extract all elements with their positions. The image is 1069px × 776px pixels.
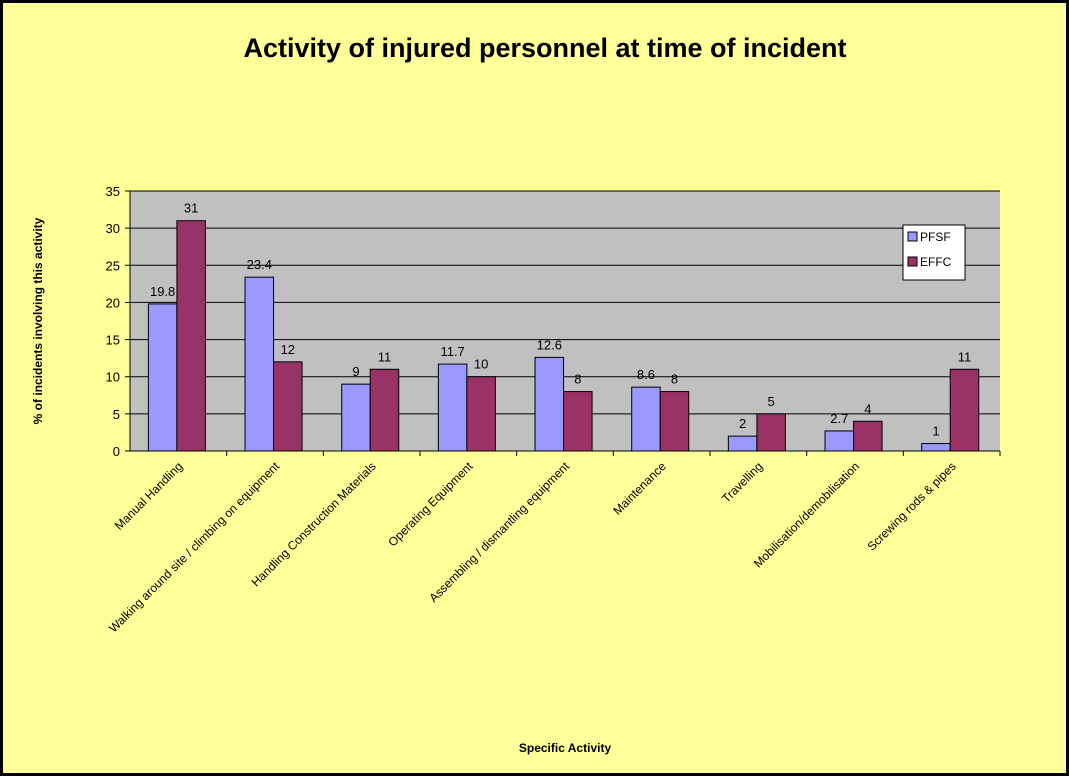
data-label: 11.7 (440, 344, 464, 359)
bar (631, 386, 661, 452)
bar (949, 368, 980, 452)
bar (727, 435, 758, 452)
bar (437, 363, 468, 452)
y-tick-label: 30 (106, 221, 120, 236)
legend-label: PFSF (920, 230, 951, 244)
data-label: 11 (958, 349, 972, 364)
data-label: 23.4 (247, 257, 272, 272)
data-label: 9 (352, 364, 359, 379)
bar (244, 276, 275, 452)
bar (659, 391, 690, 452)
data-label: 31 (184, 201, 198, 216)
data-label: 12 (281, 342, 295, 357)
bar (147, 303, 178, 452)
data-label: 11 (378, 349, 392, 364)
data-label: 8 (671, 372, 678, 387)
data-label: 19.8 (150, 284, 175, 299)
data-label: 5 (768, 394, 775, 409)
bar (824, 430, 855, 452)
y-tick-label: 15 (106, 333, 120, 348)
data-label: 10 (474, 357, 488, 372)
bar (369, 368, 400, 452)
bar (466, 376, 496, 452)
y-tick-label: 35 (106, 184, 120, 199)
data-label: 4 (864, 401, 871, 416)
data-label: 8.6 (637, 367, 655, 382)
legend-swatch (907, 256, 918, 267)
y-tick-label: 25 (106, 258, 120, 273)
bar (853, 420, 883, 452)
y-axis-title: % of incidents involving this activity (31, 217, 45, 424)
bar (756, 413, 786, 452)
data-label: 1 (932, 424, 939, 439)
data-label: 2 (739, 416, 746, 431)
data-label: 2.7 (830, 411, 848, 426)
legend-label: EFFC (920, 255, 952, 269)
y-tick-label: 0 (113, 444, 120, 459)
bar (341, 383, 371, 452)
bar (534, 356, 565, 452)
x-axis-title: Specific Activity (519, 741, 612, 755)
bar (273, 361, 303, 452)
y-tick-label: 20 (106, 295, 120, 310)
legend-swatch (907, 231, 918, 242)
data-label: 8 (574, 372, 581, 387)
y-tick-label: 5 (113, 407, 120, 422)
data-label: 12.6 (537, 337, 562, 352)
bar (563, 391, 593, 452)
bar (176, 220, 206, 452)
y-tick-label: 10 (106, 370, 120, 385)
chart-title: Activity of injured personnel at time of… (243, 33, 846, 63)
bar (921, 443, 951, 452)
